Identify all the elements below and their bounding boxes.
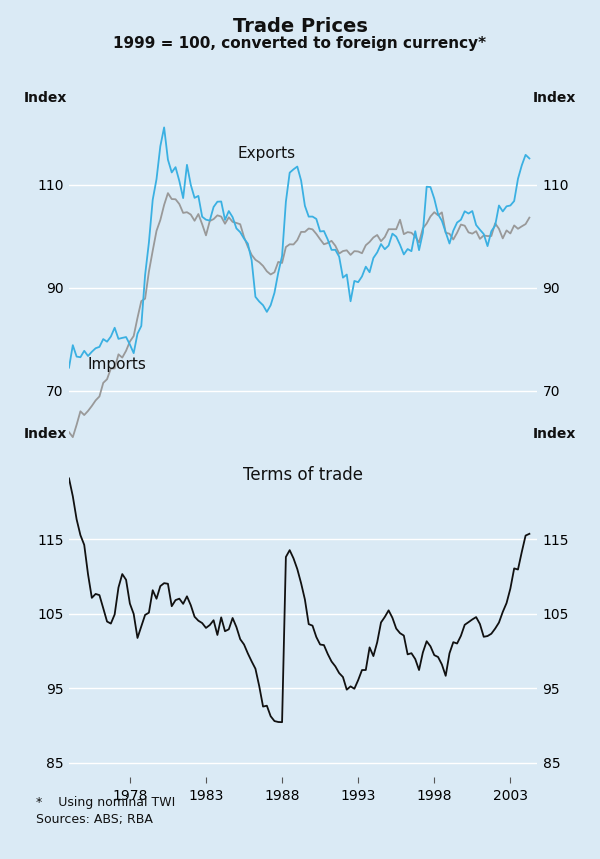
- Text: Imports: Imports: [88, 356, 146, 372]
- Text: Sources: ABS; RBA: Sources: ABS; RBA: [36, 813, 153, 826]
- Text: Exports: Exports: [238, 146, 296, 161]
- Text: Trade Prices: Trade Prices: [233, 17, 367, 36]
- Text: Index: Index: [24, 91, 67, 105]
- Text: Index: Index: [533, 427, 576, 441]
- Text: *    Using nominal TWI: * Using nominal TWI: [36, 796, 175, 809]
- Text: Index: Index: [24, 427, 67, 441]
- Text: Terms of trade: Terms of trade: [243, 466, 363, 484]
- Text: 1999 = 100, converted to foreign currency*: 1999 = 100, converted to foreign currenc…: [113, 36, 487, 51]
- Text: Index: Index: [533, 91, 576, 105]
